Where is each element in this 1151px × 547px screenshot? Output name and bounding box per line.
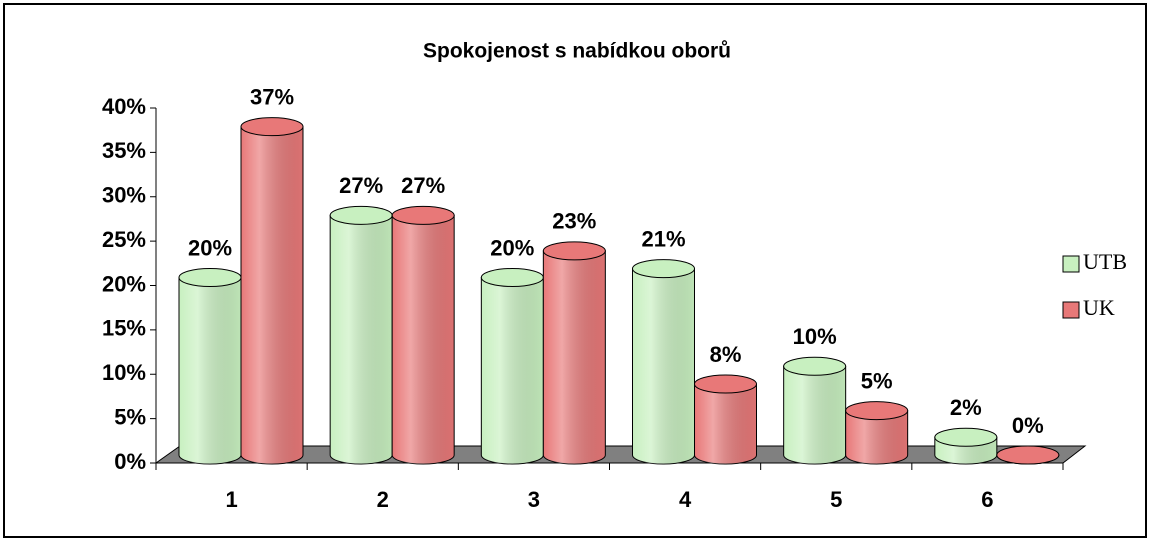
bar-top <box>240 117 304 137</box>
x-tick-label: 2 <box>377 487 389 512</box>
data-label: 23% <box>552 209 596 234</box>
bar-top <box>178 268 242 287</box>
bar-top <box>845 401 909 421</box>
bar-shine <box>543 250 606 464</box>
bar-shine <box>694 384 757 464</box>
data-label: 37% <box>250 84 294 109</box>
data-label: 0% <box>1012 413 1044 438</box>
x-tick-label: 1 <box>225 487 237 512</box>
bar-top <box>783 356 847 376</box>
y-tick-label: 20% <box>102 271 146 296</box>
y-tick-label: 0% <box>114 449 146 474</box>
data-label: 27% <box>339 173 383 198</box>
bar-shine <box>330 215 393 464</box>
y-tick-label: 25% <box>102 227 146 252</box>
bar-top <box>480 268 544 287</box>
bar-top <box>934 427 998 447</box>
data-label: 2% <box>950 395 982 420</box>
data-label: 8% <box>710 342 742 367</box>
y-tick-label: 15% <box>102 316 146 341</box>
bar-top <box>632 259 695 279</box>
bar-shine <box>845 410 908 464</box>
y-tick-label: 5% <box>114 404 146 429</box>
y-tick-label: 30% <box>102 183 146 208</box>
bar-shine <box>632 268 695 464</box>
y-tick-label: 40% <box>102 94 146 119</box>
chart-title: Spokojenost s nabídkou oborů <box>423 40 731 63</box>
x-tick-label: 4 <box>679 487 692 512</box>
y-tick-label: 35% <box>102 138 146 163</box>
legend-swatch <box>1062 301 1080 319</box>
data-label: 20% <box>188 235 232 260</box>
legend-label: UK <box>1083 295 1115 320</box>
bar-shine <box>481 277 544 464</box>
bar-top <box>996 445 1060 465</box>
bar-shine <box>392 215 455 464</box>
legend-swatch <box>1062 255 1080 273</box>
legend-label: UTB <box>1083 249 1127 274</box>
bar-shine <box>179 277 241 464</box>
bar-top <box>694 374 757 394</box>
data-label: 20% <box>490 235 534 260</box>
x-tick-label: 5 <box>830 487 842 512</box>
data-label: 21% <box>641 226 685 251</box>
data-label: 5% <box>861 368 893 393</box>
x-tick-label: 6 <box>981 487 993 512</box>
x-tick-label: 3 <box>528 487 540 512</box>
bar-shine <box>783 366 846 464</box>
bar-top <box>391 205 455 225</box>
bar-top <box>542 241 606 261</box>
data-label: 10% <box>793 324 837 349</box>
y-tick-label: 10% <box>102 360 146 385</box>
bar-top <box>329 205 393 225</box>
data-label: 27% <box>401 173 445 198</box>
bar-shine <box>241 126 303 464</box>
